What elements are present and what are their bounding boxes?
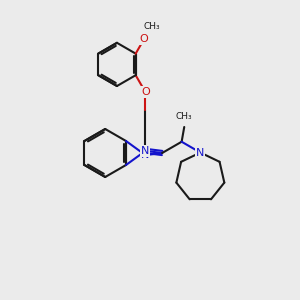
Text: N: N [141,150,150,160]
Text: N: N [196,148,205,158]
Text: O: O [140,34,148,44]
Text: N: N [196,148,205,158]
Text: N: N [141,146,150,156]
Text: CH₃: CH₃ [176,112,193,121]
Text: O: O [141,87,150,97]
Text: CH₃: CH₃ [143,22,160,31]
